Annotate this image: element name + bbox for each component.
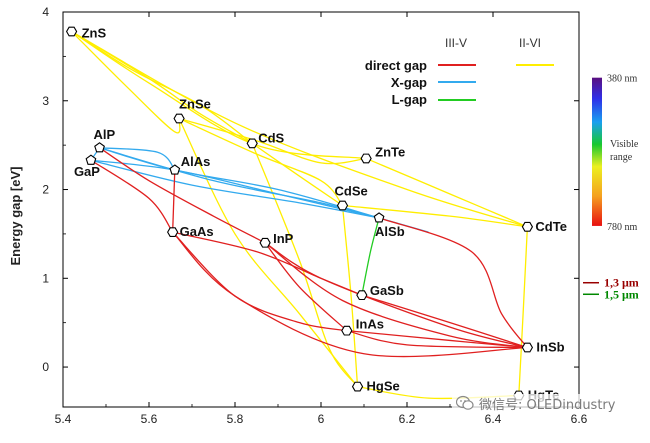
scale-side-label-visible: Visible [610, 139, 639, 150]
watermark-text: 微信号: OLEDindustry [479, 397, 616, 413]
point-cdte [521, 221, 534, 232]
y-axis-title: Energy gap [eV] [8, 167, 23, 266]
point-cdse [336, 200, 349, 211]
wechat-icon [456, 395, 474, 410]
watermark: 微信号: OLEDindustry [452, 394, 620, 413]
legend-header-iivi: II-VI [519, 36, 541, 50]
label-inas: InAs [356, 317, 384, 332]
point-insb [521, 342, 534, 353]
point-alas [169, 164, 181, 175]
curve-iii-v-direct [264, 242, 528, 349]
legend-label-xgap: X-gap [391, 75, 427, 90]
y-tick-label: 3 [42, 94, 49, 108]
point-gaas [167, 227, 179, 238]
curve-iii-v-direct [264, 242, 528, 349]
label-inp: InP [273, 231, 294, 246]
scale-top-label: 380 nm [607, 74, 638, 85]
curve-ii-vi-direct [71, 30, 528, 228]
curve-iii-v-direct [172, 231, 347, 332]
curve-iii-v-x-gap [99, 147, 380, 219]
visible-spectrum-bar [592, 77, 602, 226]
label-cdte: CdTe [535, 219, 567, 234]
curve-iii-v-x-gap [99, 147, 176, 171]
point-layer: ZnS ZnSe CdS ZnTe AlP GaP AlAs CdSe AlSb CdTe GaAs… [65, 26, 567, 402]
curve-iii-v-l-gap [361, 217, 380, 296]
x-tick-label: 6.2 [399, 412, 416, 426]
curve-layer [71, 30, 529, 400]
wavelength-marker-label: 1,3 μm [604, 276, 639, 290]
point-alp [94, 142, 105, 153]
curve-ii-vi-direct [251, 142, 343, 207]
x-tick-label: 5.8 [227, 412, 244, 426]
label-insb: InSb [536, 340, 564, 355]
curve-iii-v-x-gap [90, 159, 380, 219]
legend: III-V II-VI direct gap X-gap L-gap [365, 36, 554, 107]
curve-ii-vi-direct [71, 30, 367, 160]
scale-bottom-label: 780 nm [607, 222, 638, 233]
y-tick-label: 1 [42, 271, 49, 285]
curve-ii-vi-direct [178, 117, 367, 165]
visible-range-scale: 380 nm 780 nm Visible range [592, 74, 639, 233]
curve-ii-vi-direct [365, 157, 528, 228]
label-gasb: GaSb [370, 283, 404, 298]
scale-side-label-range: range [610, 152, 633, 163]
label-zns: ZnS [82, 26, 107, 41]
point-inas [341, 325, 353, 336]
label-znse: ZnSe [179, 97, 211, 112]
label-alas: AlAs [181, 154, 211, 169]
curve-iii-v-direct [172, 169, 176, 233]
wavelength-marker-label: 1,5 μm [604, 287, 639, 301]
curve-iii-v-direct [90, 159, 174, 233]
curve-ii-vi-direct [71, 31, 181, 134]
label-znte: ZnTe [375, 144, 405, 159]
y-tick-label: 2 [42, 183, 49, 197]
point-cds [246, 138, 258, 149]
x-tick-label: 6 [318, 412, 325, 426]
point-znse [173, 113, 185, 124]
label-cds: CdS [258, 130, 284, 145]
label-hgse: HgSe [367, 379, 400, 394]
point-zns [65, 26, 78, 37]
label-gap: GaP [74, 164, 100, 179]
label-alp: AlP [94, 127, 116, 142]
legend-label-lgap: L-gap [392, 92, 427, 107]
point-gap [85, 154, 97, 165]
curve-iii-v-x-gap [90, 159, 380, 219]
point-gasb [356, 290, 368, 301]
curve-ii-vi-direct [342, 204, 528, 228]
point-inp [259, 237, 271, 248]
curve-iii-v-direct [378, 217, 528, 348]
curve-ii-vi-direct [251, 143, 359, 387]
curve-iii-v-direct [346, 330, 528, 349]
y-axis: 0 1 2 3 4 [42, 5, 579, 374]
curve-iii-v-direct [361, 294, 528, 349]
x-axis: 5.4 5.6 5.8 6 6.2 6.4 6.6 [55, 12, 588, 426]
x-tick-label: 5.4 [55, 412, 72, 426]
curve-iii-v-direct [99, 147, 266, 244]
wavelength-markers: 1,3 μm1,5 μm [583, 276, 639, 301]
y-tick-label: 4 [42, 5, 49, 19]
x-tick-label: 6.6 [571, 412, 588, 426]
point-alsb [373, 212, 385, 223]
x-tick-label: 6.4 [485, 412, 502, 426]
label-cdse: CdSe [335, 184, 368, 199]
x-tick-label: 5.6 [141, 412, 158, 426]
y-tick-label: 0 [42, 360, 49, 374]
point-znte [360, 153, 372, 164]
point-hgse [351, 381, 364, 392]
curve-ii-vi-direct [178, 118, 359, 387]
legend-header-iiiv: III-V [445, 36, 467, 50]
label-alsb: AlSb [375, 224, 405, 239]
curve-iii-v-direct [264, 242, 348, 332]
curve-ii-vi-direct [518, 226, 529, 396]
curve-iii-v-direct [172, 231, 528, 358]
legend-label-direct: direct gap [365, 58, 427, 73]
curve-iii-v-direct [346, 330, 528, 349]
curve-ii-vi-direct [341, 205, 359, 387]
label-gaas: GaAs [180, 224, 214, 239]
